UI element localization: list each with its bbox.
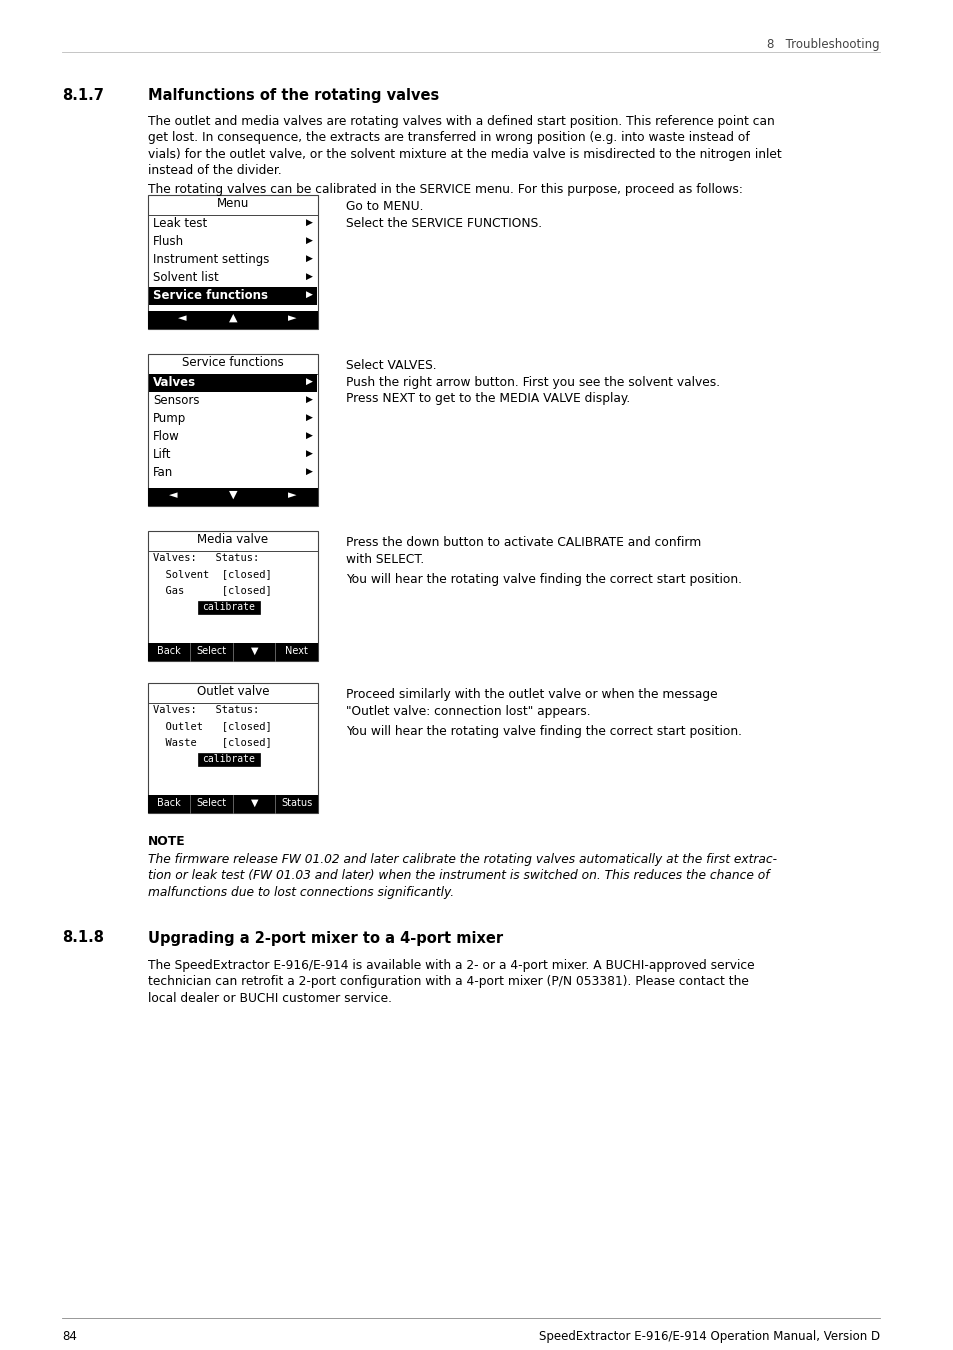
Text: Back: Back [157,647,181,656]
Text: ►: ► [288,490,296,500]
Text: Fan: Fan [152,466,173,479]
Text: The rotating valves can be calibrated in the SERVICE menu. For this purpose, pro: The rotating valves can be calibrated in… [148,184,742,196]
Text: ▶: ▶ [306,467,313,477]
Text: Back: Back [157,798,181,809]
Text: NOTE: NOTE [148,836,186,848]
Text: Instrument settings: Instrument settings [152,252,269,266]
Text: Next: Next [285,647,308,656]
Text: ▶: ▶ [306,377,313,386]
Text: Waste    [closed]: Waste [closed] [152,737,272,747]
Text: Upgrading a 2-port mixer to a 4-port mixer: Upgrading a 2-port mixer to a 4-port mix… [148,930,502,945]
Text: ◄: ◄ [169,490,177,500]
Bar [149,288,316,305]
Bar [148,795,317,813]
Text: Outlet valve: Outlet valve [196,684,269,698]
Text: tion or leak test (FW 01.03 and later) when the instrument is switched on. This : tion or leak test (FW 01.03 and later) w… [148,869,769,883]
Text: Flush: Flush [152,235,184,248]
Text: You will hear the rotating valve finding the correct start position.: You will hear the rotating valve finding… [346,725,741,738]
Text: Select: Select [196,798,227,809]
Text: Select VALVES.: Select VALVES. [346,359,436,373]
Text: Solvent  [closed]: Solvent [closed] [152,568,272,579]
Text: ▶: ▶ [306,236,313,244]
Text: Gas      [closed]: Gas [closed] [152,585,272,595]
Text: Media valve: Media valve [197,533,269,545]
Text: ▶: ▶ [306,413,313,423]
Text: Pump: Pump [152,412,186,425]
Text: ▶: ▶ [306,271,313,281]
Text: ▶: ▶ [306,254,313,263]
Bar [198,753,260,765]
Text: ▶: ▶ [306,290,313,298]
Text: malfunctions due to lost connections significantly.: malfunctions due to lost connections sig… [148,886,454,899]
Text: The firmware release FW 01.02 and later calibrate the rotating valves automatica: The firmware release FW 01.02 and later … [148,853,776,865]
Text: 8.1.7: 8.1.7 [62,88,104,103]
Text: Push the right arrow button. First you see the solvent valves.: Push the right arrow button. First you s… [346,377,720,389]
Text: Valves: Valves [152,377,196,389]
Bar [148,310,317,329]
Text: Status: Status [281,798,312,809]
Text: ▶: ▶ [306,217,313,227]
Text: Sensors: Sensors [152,394,199,406]
Bar [148,194,317,329]
Text: 8   Troubleshooting: 8 Troubleshooting [766,38,879,51]
Text: Service functions: Service functions [182,356,284,369]
Bar [148,354,317,506]
Text: Select: Select [196,647,227,656]
Bar [198,601,260,614]
Text: Valves:   Status:: Valves: Status: [152,705,259,716]
Text: ►: ► [288,313,296,323]
Text: get lost. In consequence, the extracts are transferred in wrong position (e.g. i: get lost. In consequence, the extracts a… [148,131,749,144]
Bar [148,487,317,506]
Text: ◄: ◄ [177,313,186,323]
Text: The SpeedExtractor E-916/E-914 is available with a 2- or a 4-port mixer. A BUCHI: The SpeedExtractor E-916/E-914 is availa… [148,958,754,972]
Text: with SELECT.: with SELECT. [346,554,424,566]
Text: 8.1.8: 8.1.8 [62,930,104,945]
Text: ▼: ▼ [251,647,257,656]
Text: Valves:   Status:: Valves: Status: [152,554,259,563]
Text: Solvent list: Solvent list [152,271,218,284]
Text: "Outlet valve: connection lost" appears.: "Outlet valve: connection lost" appears. [346,705,590,718]
Text: 84: 84 [62,1330,77,1343]
Text: Proceed similarly with the outlet valve or when the message: Proceed similarly with the outlet valve … [346,688,717,701]
Text: ▶: ▶ [306,450,313,458]
Bar [148,643,317,662]
Text: The outlet and media valves are rotating valves with a defined start position. T: The outlet and media valves are rotating… [148,115,774,128]
Text: ▶: ▶ [306,396,313,404]
Text: Go to MENU.: Go to MENU. [346,200,423,213]
Bar [148,531,317,662]
Text: Flow: Flow [152,431,179,443]
Text: Menu: Menu [216,197,249,211]
Text: Select the SERVICE FUNCTIONS.: Select the SERVICE FUNCTIONS. [346,217,541,230]
Text: vials) for the outlet valve, or the solvent mixture at the media valve is misdir: vials) for the outlet valve, or the solv… [148,148,781,161]
Text: Lift: Lift [152,448,172,460]
Text: Malfunctions of the rotating valves: Malfunctions of the rotating valves [148,88,438,103]
Text: calibrate: calibrate [202,755,255,764]
Text: ▶: ▶ [306,431,313,440]
Text: technician can retrofit a 2-port configuration with a 4-port mixer (P/N 053381).: technician can retrofit a 2-port configu… [148,975,748,988]
Text: Press NEXT to get to the MEDIA VALVE display.: Press NEXT to get to the MEDIA VALVE dis… [346,392,630,405]
Text: You will hear the rotating valve finding the correct start position.: You will hear the rotating valve finding… [346,572,741,586]
Text: Leak test: Leak test [152,217,207,230]
Bar [148,683,317,813]
Text: local dealer or BUCHI customer service.: local dealer or BUCHI customer service. [148,991,392,1004]
Text: ▼: ▼ [229,490,237,500]
Text: calibrate: calibrate [202,602,255,613]
Text: instead of the divider.: instead of the divider. [148,165,281,177]
Text: Press the down button to activate CALIBRATE and confirm: Press the down button to activate CALIBR… [346,536,700,549]
Bar [149,374,316,392]
Text: ▼: ▼ [251,798,257,809]
Text: Service functions: Service functions [152,289,268,302]
Text: SpeedExtractor E-916/E-914 Operation Manual, Version D: SpeedExtractor E-916/E-914 Operation Man… [538,1330,879,1343]
Text: Outlet   [closed]: Outlet [closed] [152,721,272,730]
Text: ▲: ▲ [229,313,237,323]
